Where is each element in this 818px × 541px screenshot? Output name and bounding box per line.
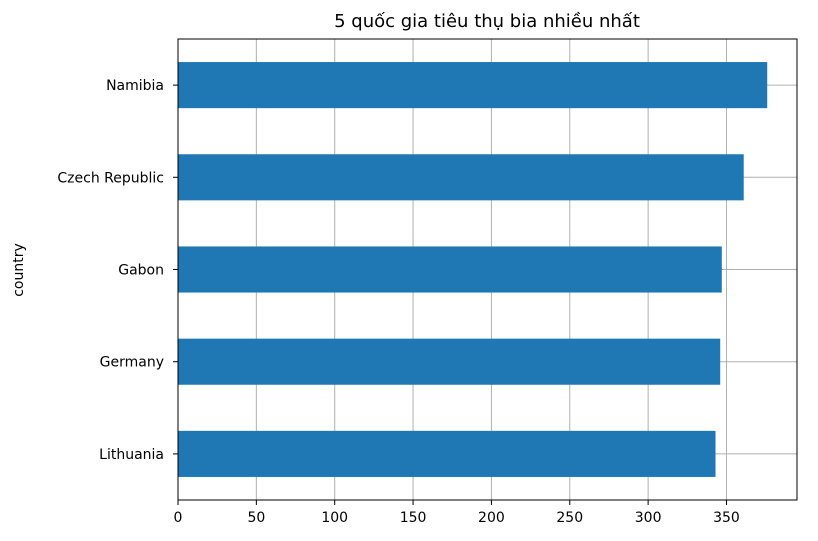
y-axis-ticks: Namibia Czech Republic Gabon Germany Lithuan… bbox=[57, 78, 178, 463]
chart-title: 5 quốc gia tiêu thụ bia nhiều nhất bbox=[334, 11, 640, 32]
x-tick-label: 350 bbox=[713, 510, 740, 526]
bar bbox=[178, 246, 722, 293]
bar bbox=[178, 338, 721, 385]
x-tick-label: 100 bbox=[321, 510, 348, 526]
y-tick-label: Czech Republic bbox=[57, 170, 164, 186]
x-tick-label: 50 bbox=[247, 510, 265, 526]
x-tick-label: 150 bbox=[400, 510, 427, 526]
y-tick-label: Germany bbox=[100, 355, 164, 371]
bar bbox=[178, 430, 716, 477]
x-tick-label: 0 bbox=[174, 510, 183, 526]
x-tick-label: 250 bbox=[556, 510, 583, 526]
bars bbox=[178, 62, 768, 477]
y-tick-label: Gabon bbox=[118, 263, 164, 279]
x-tick-label: 300 bbox=[635, 510, 662, 526]
x-tick-label: 200 bbox=[478, 510, 505, 526]
bar bbox=[178, 62, 768, 109]
y-axis-label: country bbox=[11, 243, 27, 297]
bar bbox=[178, 154, 744, 201]
x-axis-ticks: 0 50 100 150 200 250 300 350 bbox=[174, 500, 740, 526]
y-tick-label: Lithuania bbox=[99, 447, 164, 463]
y-tick-label: Namibia bbox=[106, 78, 164, 94]
